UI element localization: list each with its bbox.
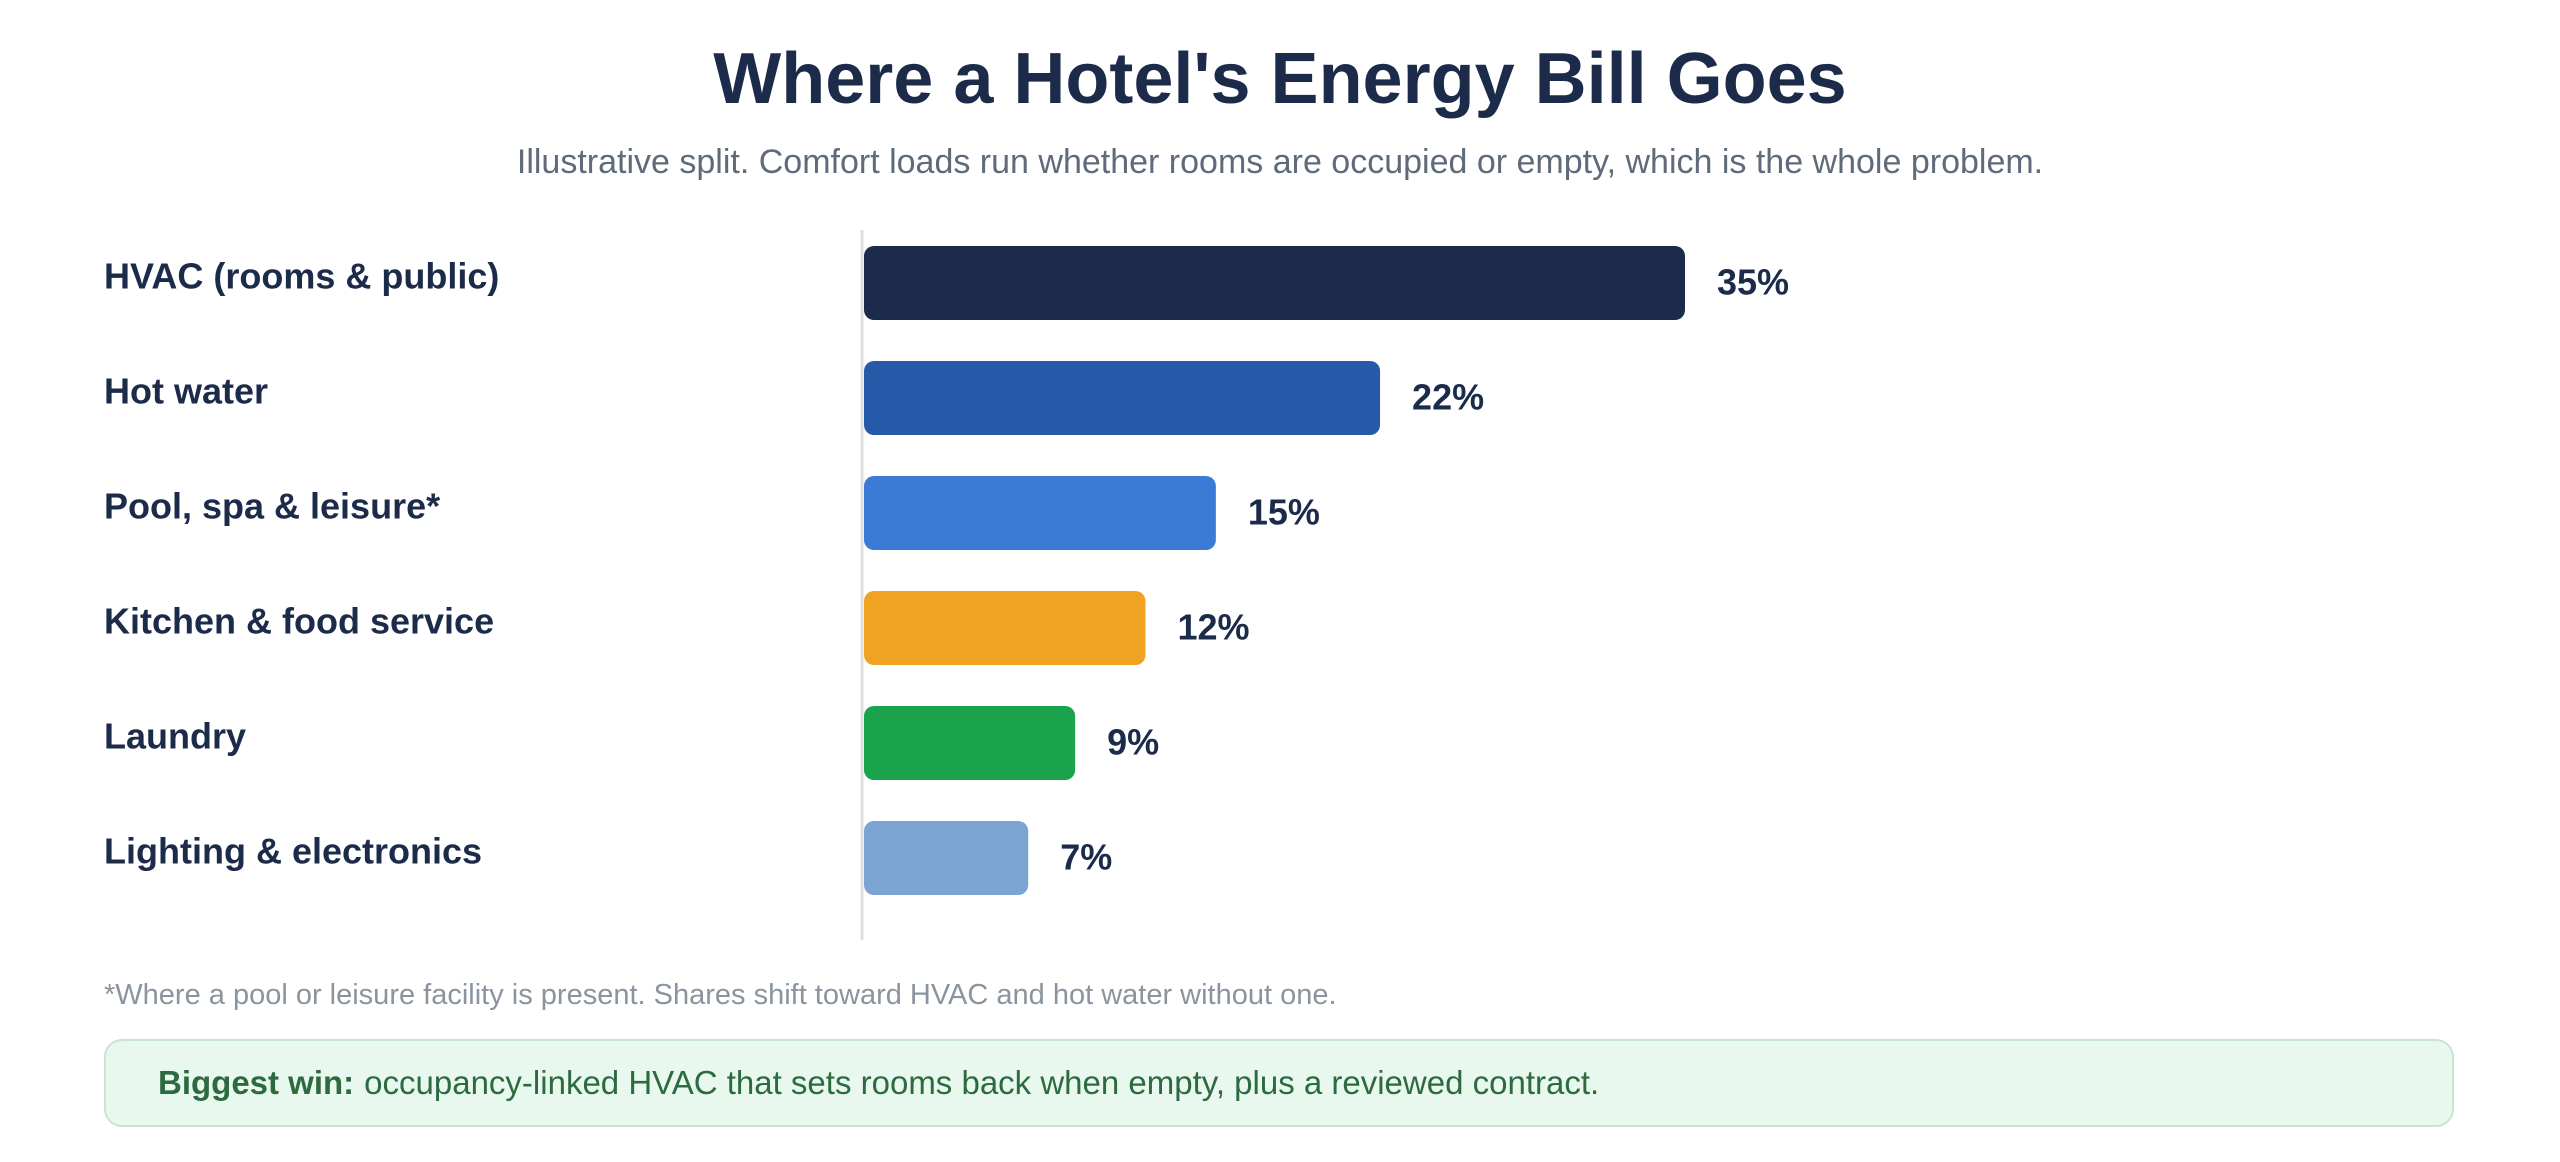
category-label: Kitchen & food service <box>104 601 494 642</box>
value-label: 22% <box>1412 377 1484 418</box>
callout-box: Biggest win: occupancy-linked HVAC that … <box>104 1039 2454 1127</box>
chart-subtitle: Illustrative split. Comfort loads run wh… <box>516 143 2044 181</box>
value-label: 35% <box>1717 262 1789 303</box>
category-label: Pool, spa & leisure* <box>104 486 440 527</box>
footnote: *Where a pool or leisure facility is pre… <box>104 979 1337 1011</box>
category-label: Lighting & electronics <box>104 831 482 872</box>
value-label: 7% <box>1060 837 1112 878</box>
bar <box>864 706 1076 780</box>
category-label: Hot water <box>104 371 268 412</box>
value-label: 15% <box>1248 492 1320 533</box>
bar <box>864 591 1146 665</box>
chart-title: Where a Hotel's Energy Bill Goes <box>713 39 1847 119</box>
category-label: Laundry <box>104 716 246 757</box>
category-label: HVAC (rooms & public) <box>104 256 499 297</box>
bar <box>864 476 1216 550</box>
bar <box>864 821 1029 895</box>
callout-text: occupancy-linked HVAC that sets rooms ba… <box>364 1064 1600 1101</box>
bar <box>864 246 1685 320</box>
value-label: 9% <box>1107 722 1159 763</box>
bar <box>864 361 1381 435</box>
value-label: 12% <box>1177 607 1249 648</box>
callout-strong: Biggest win: <box>158 1064 355 1101</box>
